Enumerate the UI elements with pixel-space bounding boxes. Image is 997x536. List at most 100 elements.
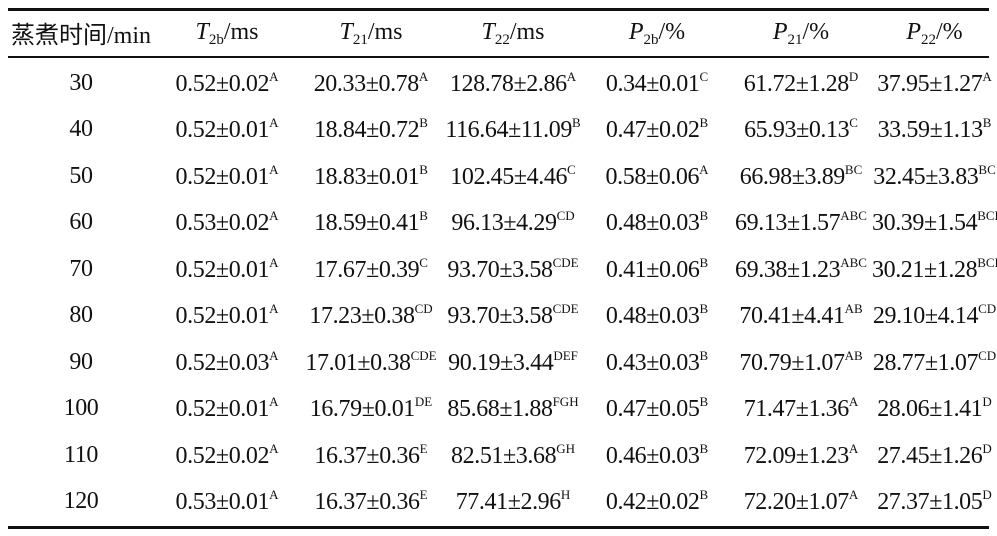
significance-letters: B <box>699 301 709 317</box>
cell-value: 0.43±0.03 <box>605 349 700 376</box>
cell-value: 61.72±1.28 <box>743 70 850 97</box>
column-header-subscript: 21 <box>352 32 368 48</box>
cell-value: 93.70±3.58 <box>447 303 553 330</box>
cell-value: 0.48±0.03 <box>605 210 700 237</box>
table-cell: 0.52±0.01A <box>154 394 300 423</box>
cell-value: 0.52±0.01 <box>175 256 270 283</box>
cell-value: 17.01±0.38 <box>305 349 411 376</box>
cell-value: 0.34±0.01 <box>605 70 700 97</box>
table-cell: 33.59±1.13B <box>872 115 997 144</box>
table-cell: 72.09±1.23A <box>730 441 872 470</box>
table-cell: 96.13±4.29CD <box>442 208 584 237</box>
significance-letters: A <box>269 440 279 456</box>
table-cell: 17.67±0.39C <box>300 255 442 284</box>
table-cell: 0.43±0.03B <box>584 348 730 377</box>
cell-value: 71.47±1.36 <box>743 396 850 423</box>
cell-value: 82.51±3.68 <box>451 442 557 469</box>
significance-letters: DE <box>414 394 433 410</box>
table-cell: 90.19±3.44DEF <box>442 348 584 377</box>
table-cell: 32.45±3.83BC <box>872 162 997 191</box>
table-cell: 0.53±0.01A <box>154 487 300 516</box>
significance-letters: A <box>418 68 429 84</box>
cell-value: 85.68±1.88 <box>447 396 553 423</box>
table-cell: 93.70±3.58CDE <box>442 301 584 330</box>
significance-letters: CD <box>978 301 997 317</box>
column-header-subscript: 2b <box>643 32 659 48</box>
cell-value: 27.37±1.05 <box>877 489 983 516</box>
table-cell: 102.45±4.46C <box>442 162 584 191</box>
significance-letters: BC <box>844 161 863 177</box>
table-cell: 28.06±1.41D <box>872 394 997 423</box>
table-cell: 69.38±1.23ABC <box>730 255 872 284</box>
column-header-unit: /ms <box>509 19 545 45</box>
cell-value: 0.41±0.06 <box>605 256 700 283</box>
table-cell: 0.47±0.02B <box>584 115 730 144</box>
table-cell: 0.58±0.06A <box>584 162 730 191</box>
cell-value: 27.45±1.26 <box>877 442 983 469</box>
table-cell: 16.37±0.36E <box>300 441 442 470</box>
cell-value: 18.84±0.72 <box>314 117 420 144</box>
column-header-5: P21/% <box>730 19 872 49</box>
table-top-rule <box>8 8 989 11</box>
table-cell-time: 90 <box>69 348 93 375</box>
column-header-unit: /% <box>802 19 830 45</box>
cell-value: 0.42±0.02 <box>605 489 700 516</box>
cell-value: 32.45±3.83 <box>873 163 979 190</box>
significance-letters: BCD <box>977 254 997 270</box>
table-cell: 20.33±0.78A <box>300 69 442 98</box>
cell-value: 37.95±1.27 <box>877 70 983 97</box>
column-header-2: T21/ms <box>300 19 442 49</box>
significance-letters: CD <box>414 301 433 317</box>
table-cell: 71.47±1.36A <box>730 394 872 423</box>
table-cell: 18.83±0.01B <box>300 162 442 191</box>
significance-letters: A <box>269 68 279 84</box>
significance-letters: B <box>699 394 709 410</box>
column-header-unit: /% <box>936 19 963 45</box>
significance-letters: A <box>269 394 279 410</box>
significance-letters: C <box>567 161 576 177</box>
column-header-6: P22/% <box>872 19 997 49</box>
significance-letters: A <box>982 68 992 84</box>
table-cell: 65.93±0.13C <box>730 115 872 144</box>
significance-letters: A <box>269 347 279 363</box>
cell-value: 0.52±0.02 <box>175 442 270 469</box>
column-header-subscript: 22 <box>921 32 936 48</box>
table-cell: 16.79±0.01DE <box>300 394 442 423</box>
table-cell: 30.21±1.28BCD <box>872 255 997 284</box>
table-cell: 30.39±1.54BCD <box>872 208 997 237</box>
significance-letters: CDE <box>552 301 579 317</box>
column-header-symbol: P <box>772 19 788 45</box>
cell-value: 0.52±0.02 <box>175 70 270 97</box>
significance-letters: AB <box>844 347 863 363</box>
table-cell-time: 100 <box>63 395 99 422</box>
cell-value: 0.52±0.01 <box>175 117 270 144</box>
significance-letters: FGH <box>552 394 579 410</box>
table-cell: 93.70±3.58CDE <box>442 255 584 284</box>
table-cell: 0.34±0.01C <box>584 69 730 98</box>
table-cell: 0.52±0.01A <box>154 162 300 191</box>
cell-value: 16.37±0.36 <box>314 442 420 469</box>
significance-letters: DEF <box>553 347 578 363</box>
cell-value: 72.20±1.07 <box>743 489 850 516</box>
significance-letters: A <box>848 487 859 503</box>
cell-value: 69.13±1.57 <box>735 210 841 237</box>
table-cell: 77.41±2.96H <box>442 487 584 516</box>
cell-value: 16.79±0.01 <box>309 396 416 423</box>
cell-value: 0.52±0.01 <box>175 303 270 330</box>
table-cell-time: 120 <box>63 488 99 515</box>
significance-letters: A <box>848 394 859 410</box>
table-cell: 61.72±1.28D <box>730 69 872 98</box>
cell-value: 28.06±1.41 <box>877 396 983 423</box>
column-header-4: P2b/% <box>584 19 730 49</box>
table-body: 30 0.52±0.02A 20.33±0.78A 128.78±2.86A 0.34±… <box>8 60 997 525</box>
significance-letters: A <box>269 301 279 317</box>
table-cell: 72.20±1.07A <box>730 487 872 516</box>
cell-value: 93.70±3.58 <box>447 256 553 283</box>
significance-letters: D <box>982 394 992 410</box>
table-cell: 16.37±0.36E <box>300 487 442 516</box>
significance-letters: AB <box>844 301 863 317</box>
table-cell-time: 40 <box>69 116 93 143</box>
table-cell: 69.13±1.57ABC <box>730 208 872 237</box>
significance-letters: A <box>566 68 577 84</box>
significance-letters: B <box>419 161 428 177</box>
